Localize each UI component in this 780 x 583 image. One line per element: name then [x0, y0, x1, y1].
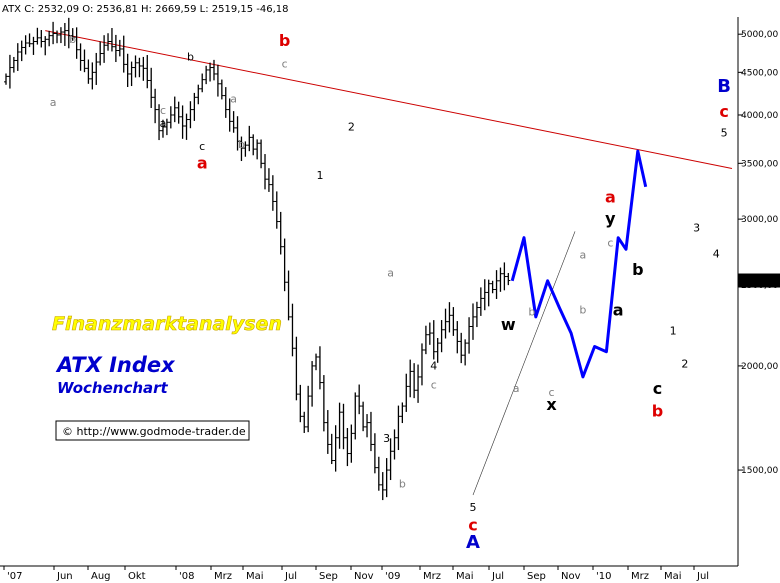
wave-label: B: [717, 76, 731, 97]
wave-label: b: [238, 138, 245, 151]
brand-label: Finanzmarktanalysen: [52, 313, 282, 335]
wave-label: a: [230, 93, 237, 106]
wave-label: a: [197, 154, 208, 173]
wave-label: A: [466, 532, 480, 553]
x-tick-label: Sep: [319, 571, 338, 582]
wave-label: b: [399, 477, 406, 490]
y-tick-label: 1500,00: [741, 466, 778, 476]
wave-label: c: [653, 379, 662, 398]
y-tick-label: 4000,00: [741, 111, 778, 121]
wave-label: b: [69, 33, 76, 46]
x-tick-label: Jul: [696, 571, 709, 582]
x-tick-label: Mai: [456, 571, 474, 582]
wave-label: c: [468, 515, 477, 534]
wave-label: c: [607, 237, 613, 250]
x-tick-label: Nov: [354, 571, 374, 582]
x-tick-label: '07: [7, 571, 22, 582]
wave-label: 2: [348, 121, 355, 134]
candles: [4, 17, 511, 501]
wave-label: 5: [721, 126, 728, 139]
wave-label: b: [187, 50, 194, 63]
x-tick-label: Jul: [284, 571, 297, 582]
support-trendline: [472, 231, 576, 496]
y-tick-label: 5000,00: [741, 30, 778, 40]
x-tick-label: Jul: [491, 571, 504, 582]
wave-label: a: [605, 188, 616, 207]
wave-label: a: [513, 382, 520, 395]
x-tick-label: Mrz: [631, 571, 649, 582]
time-axis: '07 Jun Aug Okt '08 Mrz Mai Jul Sep Nov '09 Mrz Mai J…: [3, 566, 709, 582]
x-tick-label: Okt: [128, 571, 146, 582]
resistance-trendline: [45, 30, 733, 170]
x-tick-label: Mrz: [423, 571, 441, 582]
wave-label: c: [199, 140, 205, 153]
wave-labels: bbacaabcabc21a4c3b5cAawbcxabaycbacb1234B…: [50, 31, 731, 553]
wave-label: x: [546, 395, 557, 414]
x-tick-label: Nov: [561, 571, 581, 582]
x-tick-label: '08: [179, 571, 194, 582]
index-title: ATX Index: [55, 353, 176, 377]
y-tick-label: 4500,00: [741, 68, 778, 78]
y-tick-label: 3500,00: [741, 159, 778, 169]
wave-label: y: [605, 209, 616, 228]
y-tick-label: 2000,00: [741, 362, 778, 372]
wave-label: 2: [681, 358, 688, 371]
x-tick-label: Jun: [56, 571, 73, 582]
x-tick-label: Mai: [246, 571, 264, 582]
wave-label: 4: [430, 360, 437, 373]
wave-label: b: [632, 260, 643, 279]
last-price-tag: [738, 273, 780, 288]
chart-type-label: Wochenchart: [57, 379, 169, 397]
last-price-label: 2532,09: [740, 278, 777, 288]
chart-header: ATX C: 2532,09 O: 2536,81 H: 2669,59 L: …: [2, 4, 289, 15]
wave-label: 1: [316, 169, 323, 182]
y-tick-label: 3000,00: [741, 215, 778, 225]
x-tick-label: Mai: [664, 571, 682, 582]
wave-label: b: [579, 304, 586, 317]
wave-label: c: [719, 102, 728, 121]
wave-label: a: [160, 117, 167, 130]
wave-label: 1: [670, 325, 677, 338]
copyright-box: [55, 420, 250, 441]
wave-label: a: [613, 300, 624, 319]
wave-label: b: [652, 401, 663, 420]
wave-label: 4: [713, 247, 720, 260]
wave-label: a: [387, 267, 394, 280]
wave-label: w: [501, 315, 516, 334]
wave-label: c: [548, 386, 554, 399]
wave-label: 3: [693, 221, 700, 234]
trendline-layer: [45, 30, 733, 496]
x-tick-label: Aug: [91, 571, 111, 582]
wave-label: c: [431, 378, 437, 391]
wave-label: b: [279, 31, 290, 50]
x-tick-label: '09: [385, 571, 400, 582]
price-axis: 5000,004500,004000,003500,003000,002500,…: [738, 30, 780, 476]
wave-label: c: [282, 58, 288, 71]
projection-layer: [510, 149, 648, 379]
wave-projection-line: [510, 149, 648, 379]
wave-label: a: [50, 96, 57, 109]
x-tick-label: '10: [596, 571, 611, 582]
wave-label: b: [528, 305, 535, 318]
wave-label: 5: [469, 501, 476, 514]
copyright-link[interactable]: © http://www.godmode-trader.de: [62, 425, 246, 438]
x-tick-label: Mrz: [214, 571, 232, 582]
wave-label: c: [160, 104, 166, 117]
wave-label: a: [580, 249, 587, 262]
x-tick-label: Sep: [527, 571, 546, 582]
wave-label: 3: [383, 432, 390, 445]
